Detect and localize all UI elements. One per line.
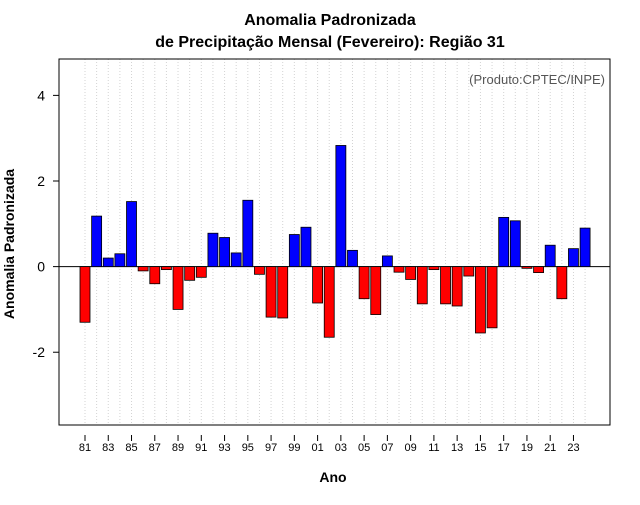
bar-10	[416, 266, 428, 305]
bar-00	[300, 226, 312, 268]
x-tick-label: 81	[79, 442, 91, 454]
chart-title-line1: Anomalia Padronizada	[244, 12, 416, 29]
x-tick-label: 15	[474, 442, 486, 454]
bar-13	[451, 266, 463, 307]
y-tick-label: 4	[37, 87, 45, 103]
bar-97	[265, 266, 277, 318]
bar-09	[405, 266, 417, 280]
bar-85	[126, 201, 137, 268]
x-tick-label: 91	[195, 442, 207, 454]
x-tick-label: 19	[521, 442, 533, 454]
bar-83	[102, 257, 114, 268]
bar-14	[463, 266, 475, 277]
x-axis-label: Ano	[319, 469, 346, 485]
x-tick-label: 93	[218, 442, 230, 454]
x-tick-label: 01	[311, 442, 323, 454]
bar-05	[358, 266, 370, 300]
bar-98	[277, 266, 289, 319]
bar-16	[486, 266, 498, 329]
bar-92	[207, 232, 219, 268]
bar-06	[370, 266, 382, 315]
bar-93	[219, 237, 230, 268]
plot-frame	[58, 58, 611, 426]
y-tick-label: 0	[37, 259, 45, 275]
x-tick-label: 97	[265, 442, 277, 454]
x-tick-label: 03	[335, 442, 347, 454]
bar-19	[521, 266, 533, 269]
bar-86	[137, 266, 149, 272]
bar-87	[149, 266, 161, 285]
y-axis: -2 0 2 4	[33, 87, 59, 360]
bar-15	[475, 266, 486, 334]
bar-84	[114, 253, 126, 268]
x-tick-label: 21	[544, 442, 556, 454]
bar-11	[428, 266, 440, 271]
bar-88	[161, 266, 172, 271]
x-tick-label: 95	[242, 442, 254, 454]
bar-18	[509, 220, 521, 268]
bar-21	[544, 244, 556, 268]
y-tick-label: -2	[33, 344, 46, 360]
bar-01	[312, 266, 324, 304]
bar-02	[323, 266, 335, 338]
bar-94	[230, 252, 242, 268]
x-tick-label: 89	[172, 442, 184, 454]
y-axis-label: Anomalia Padronizada	[1, 169, 17, 319]
bar-23	[568, 248, 579, 268]
bar-81	[79, 266, 91, 323]
x-tick-label: 99	[288, 442, 300, 454]
bar-90	[184, 266, 196, 281]
bar-08	[393, 266, 405, 273]
x-tick-label: 23	[567, 442, 579, 454]
x-tick-label: 11	[428, 442, 439, 454]
x-tick-label: 05	[358, 442, 370, 454]
bar-91	[195, 266, 207, 278]
chart-title-line2: de Precipitação Mensal (Fevereiro): Regi…	[155, 34, 505, 51]
bar-22	[556, 266, 568, 300]
x-tick-label: 85	[125, 442, 137, 454]
bar-20	[533, 266, 544, 274]
bar-12	[440, 266, 451, 305]
x-tick-label: 13	[451, 442, 463, 454]
y-tick-label: 2	[37, 173, 45, 189]
watermark-text: (Produto:CPTEC/INPE)	[469, 72, 605, 87]
x-tick-label: 17	[498, 442, 510, 454]
bar-07	[381, 255, 393, 268]
bar-99	[288, 234, 300, 268]
x-tick-label: 83	[102, 442, 114, 454]
bar-24	[579, 227, 591, 268]
bar-17	[498, 216, 510, 268]
bar-96	[254, 266, 265, 275]
x-tick-label: 09	[405, 442, 417, 454]
bar-82	[91, 215, 103, 268]
bar-04	[347, 249, 358, 268]
bar-03	[335, 145, 347, 268]
bars-layer	[79, 145, 591, 338]
bar-95	[242, 199, 254, 268]
x-tick-label: 07	[381, 442, 393, 454]
bar-89	[172, 266, 184, 310]
x-tick-label: 87	[149, 442, 161, 454]
x-axis: 81 83 85 87 89 91 93 95 97 99 01 03 05 07 09 11 13 15 17 19…	[79, 435, 580, 454]
